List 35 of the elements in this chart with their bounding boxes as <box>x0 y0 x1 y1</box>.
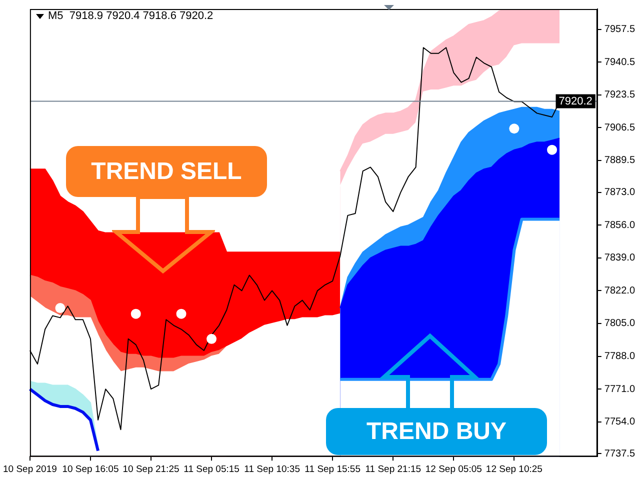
point <box>509 124 520 134</box>
y-tick-label: 7923.5 <box>604 90 636 101</box>
x-tick-label: 11 Sep 10:35 <box>244 464 300 475</box>
y-tick-label: 7737.5 <box>604 448 636 460</box>
x-tick-label: 11 Sep 05:15 <box>184 464 240 475</box>
annotation: TREND BUY <box>366 418 506 446</box>
point <box>547 144 558 155</box>
point <box>176 308 186 319</box>
y-tick-label: 7805.0 <box>604 318 636 330</box>
y-tick-label: 7771.0 <box>604 384 636 395</box>
y-tick-label: 7754.0 <box>604 416 636 428</box>
point <box>55 303 66 314</box>
y-tick-label: 7889.5 <box>604 155 636 166</box>
callout-box: TREND SELL <box>66 146 267 197</box>
x-tick-label: 11 Sep 21:15 <box>365 464 422 475</box>
x-tick-label: 10 Sep 21:25 <box>122 464 180 475</box>
x-tick-label: 12 Sep 05:05 <box>425 464 482 475</box>
y-tick-label: 7788.0 <box>604 351 636 362</box>
y-tick-label: 7873.0 <box>604 187 636 198</box>
y-tick-label: 7906.5 <box>604 122 636 134</box>
x-tick-label: 11 Sep 15:55 <box>304 464 361 475</box>
annotation: TREND SELL <box>91 158 242 186</box>
point <box>206 334 217 344</box>
ref-line-label: 7920.2 <box>558 95 592 108</box>
y-tick-label: 7856.0 <box>604 220 636 231</box>
point <box>130 308 141 319</box>
chart-title: M5 7918.9 7920.4 7918.6 7920.2 <box>48 10 214 22</box>
x-tick-label: 12 Sep 10:25 <box>486 464 542 475</box>
y-tick-label: 7957.5 <box>604 24 636 36</box>
y-tick-label: 7940.5 <box>604 56 636 68</box>
x-tick-label: 10 Sep 2019 <box>2 464 57 475</box>
callout-box: TREND BUY <box>326 408 547 455</box>
x-tick-label: 10 Sep 16:05 <box>62 464 119 475</box>
y-tick-label: 7839.0 <box>604 252 636 264</box>
y-tick-label: 7822.0 <box>604 285 636 296</box>
